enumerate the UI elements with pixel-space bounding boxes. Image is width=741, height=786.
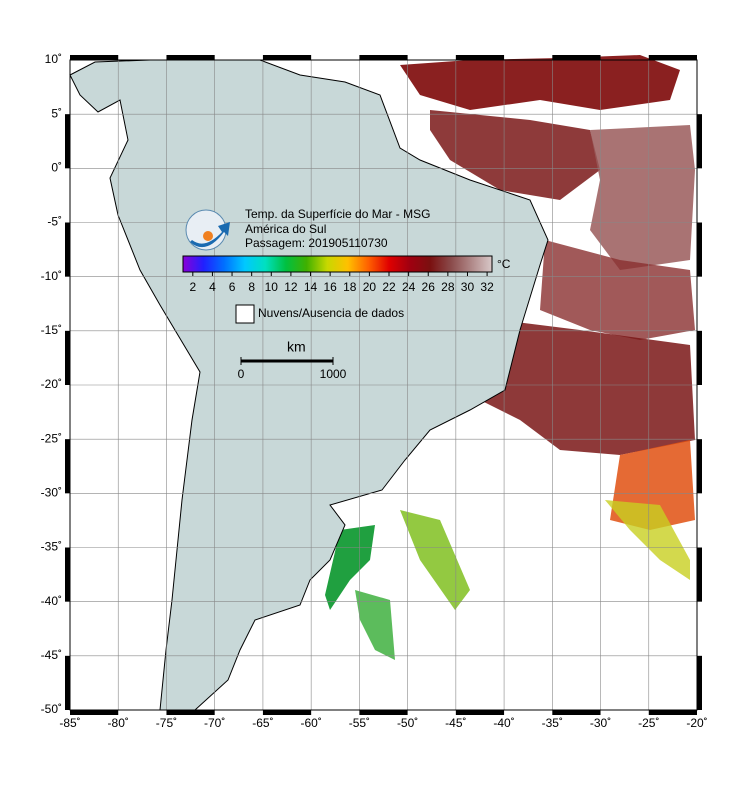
title-line: América do Sul	[245, 222, 326, 236]
colorbar-tick-label: 30	[461, 280, 475, 294]
logo-sun	[203, 231, 213, 241]
map-border	[69, 59, 698, 711]
title-line: Passagem: 201905110730	[245, 236, 388, 250]
y-tick-label: -5˚	[47, 215, 62, 229]
x-tick-label: -70˚	[204, 716, 225, 730]
frame-segment	[697, 439, 702, 494]
x-tick-label: -80˚	[108, 716, 129, 730]
frame-segment	[70, 55, 119, 60]
frame-segment	[455, 710, 505, 715]
sst-patch	[540, 240, 695, 340]
y-tick-label: 5˚	[51, 106, 62, 120]
colorbar-tick-label: 4	[209, 280, 216, 294]
sst-patch	[430, 110, 600, 200]
frame-segment	[166, 55, 215, 60]
y-tick-label: -35˚	[41, 540, 62, 554]
sst-patch	[480, 320, 695, 455]
x-tick-label: -40˚	[493, 716, 514, 730]
frame-segment	[455, 55, 505, 60]
frame-segment	[166, 710, 215, 715]
frame-segment	[65, 439, 70, 494]
frame-segment	[697, 655, 702, 710]
frame-segment	[359, 55, 408, 60]
frame: -85˚ -80˚ -75˚ -70˚ -65˚ -60˚ -55˚ -50˚ -45˚ -40˚…	[41, 52, 708, 730]
x-tick-label: -45˚	[445, 716, 466, 730]
colorbar-tick-label: 24	[402, 280, 416, 294]
x-tick-label: -20˚	[686, 716, 707, 730]
y-tick-label: -40˚	[41, 594, 62, 608]
colorbar-tick-label: 26	[422, 280, 436, 294]
y-tick-label: -50˚	[41, 702, 62, 716]
colorbar-tick-label: 12	[284, 280, 298, 294]
colorbar-tick-label: 22	[382, 280, 396, 294]
y-tick-label: -15˚	[41, 323, 62, 337]
y-tick-label: 0˚	[51, 161, 62, 175]
x-tick-label: -60˚	[300, 716, 321, 730]
frame-segment	[65, 547, 70, 602]
colorbar-tick-label: 28	[441, 280, 455, 294]
y-tick-label: -45˚	[41, 648, 62, 662]
frame-segment	[65, 655, 70, 710]
grid	[69, 59, 698, 711]
frame-segment	[697, 330, 702, 385]
scale-tick-label: 1000	[320, 367, 347, 381]
sst-patch	[590, 125, 695, 270]
frame-segment	[65, 114, 70, 169]
y-tick-label: -25˚	[41, 431, 62, 445]
legend-swatch	[235, 304, 255, 324]
scale-unit: km	[287, 339, 306, 355]
legend-label: Nuvens/Ausencia de dados	[258, 306, 404, 320]
sst-patch	[400, 55, 680, 110]
frame-segment	[70, 710, 119, 715]
x-tick-label: -55˚	[349, 716, 370, 730]
x-tick-label: -30˚	[590, 716, 611, 730]
colorbar-tick-label: 2	[189, 280, 196, 294]
x-tick-label: -65˚	[252, 716, 273, 730]
logo-arrow	[190, 222, 230, 248]
y-tick-label: -20˚	[41, 377, 62, 391]
frame-segment	[697, 547, 702, 602]
sst-patch	[325, 525, 375, 610]
frame-segment	[65, 222, 70, 277]
frame-segment	[262, 710, 312, 715]
sst-patch	[355, 590, 395, 660]
legend-block: Temp. da Superfície do Mar - MSG América…	[185, 207, 511, 355]
frame-segment	[552, 55, 601, 60]
x-tick-label: -35˚	[542, 716, 563, 730]
frame-segment	[552, 710, 601, 715]
frame-segment	[697, 222, 702, 277]
sst-patch	[400, 510, 470, 610]
y-tick-label: -10˚	[41, 269, 62, 283]
x-tick-label: -75˚	[156, 716, 177, 730]
y-tick-label: -30˚	[41, 486, 62, 500]
colorbar-tick-label: 10	[265, 280, 279, 294]
colorbar-tick-label: 18	[343, 280, 357, 294]
frame-segment	[65, 330, 70, 385]
frame-segment	[648, 710, 697, 715]
colorbar-unit: °C	[497, 257, 511, 271]
title-line: Temp. da Superfície do Mar - MSG	[245, 207, 430, 221]
sst-patches	[325, 55, 695, 660]
colorbar-tick-label: 6	[229, 280, 236, 294]
frame-segment	[262, 55, 312, 60]
colorbar-tick-label: 8	[248, 280, 255, 294]
colorbar-tick-label: 20	[363, 280, 377, 294]
frame-segment	[697, 114, 702, 169]
y-tick-label: 10˚	[45, 52, 62, 66]
frame-segment	[648, 55, 697, 60]
colorbar-tick-label: 16	[323, 280, 337, 294]
x-tick-label: -25˚	[638, 716, 659, 730]
scale-tick-label: 0	[238, 367, 245, 381]
frame-segment	[359, 710, 408, 715]
x-tick-label: -50˚	[397, 716, 418, 730]
x-tick-label: -85˚	[59, 716, 80, 730]
colorbar-tick-label: 14	[304, 280, 318, 294]
colorbar	[182, 255, 493, 273]
sst-patch	[605, 500, 690, 580]
colorbar-tick-label: 32	[480, 280, 494, 294]
